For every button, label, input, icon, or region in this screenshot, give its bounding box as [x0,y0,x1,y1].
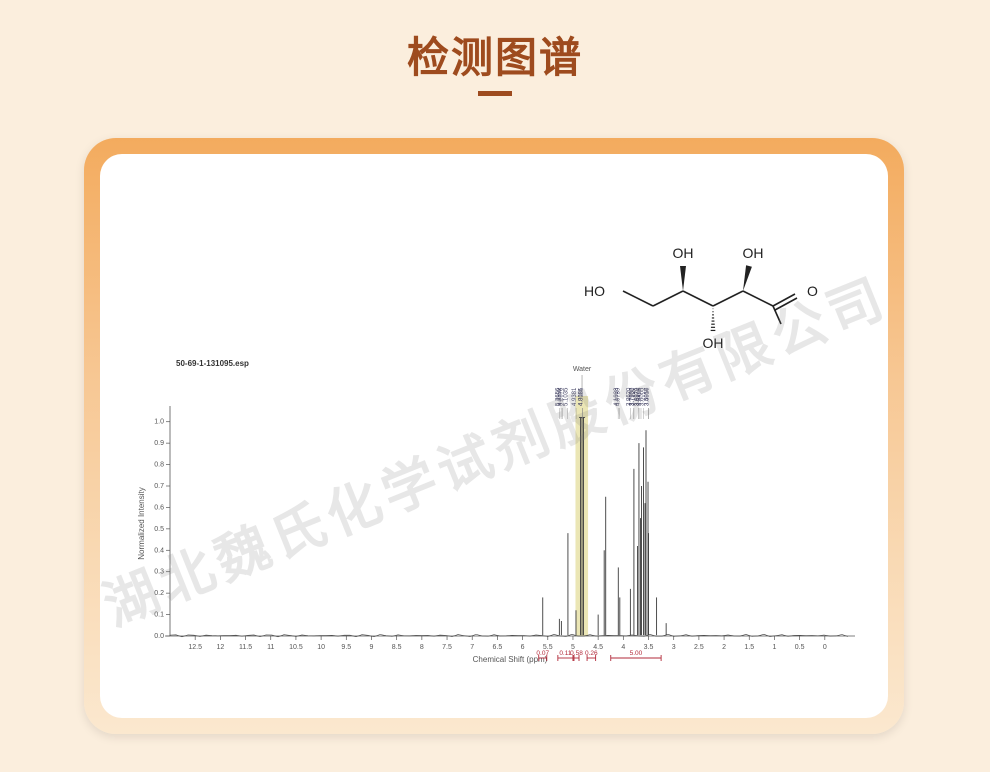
svg-text:8.5: 8.5 [392,644,402,651]
svg-text:0.7: 0.7 [154,483,164,490]
svg-text:0.5: 0.5 [154,526,164,533]
svg-text:OH: OH [673,245,694,261]
svg-text:8: 8 [420,644,424,651]
svg-text:0.2: 0.2 [154,590,164,597]
svg-text:7.5: 7.5 [442,644,452,651]
svg-text:11: 11 [267,644,274,651]
svg-text:HO: HO [584,283,605,299]
title-underline [478,91,512,96]
svg-text:50-69-1-131095.esp: 50-69-1-131095.esp [176,359,249,368]
svg-text:1.5: 1.5 [744,644,754,651]
svg-text:3.4957: 3.4957 [645,387,651,406]
svg-text:4: 4 [621,644,625,651]
svg-text:1.0: 1.0 [154,419,164,426]
svg-text:5.1035: 5.1035 [564,387,570,406]
svg-text:12: 12 [216,644,224,651]
svg-text:6.5: 6.5 [493,644,503,651]
svg-text:0.58: 0.58 [570,650,583,657]
svg-text:O: O [807,283,818,299]
svg-text:0.1: 0.1 [154,612,164,619]
svg-text:10: 10 [317,644,325,651]
svg-text:OH: OH [703,335,724,351]
svg-text:0.9: 0.9 [154,440,164,447]
svg-text:2: 2 [722,644,726,651]
svg-text:4.8081: 4.8081 [579,387,585,406]
svg-text:Normalized Intensity: Normalized Intensity [137,487,146,559]
svg-text:11.5: 11.5 [239,644,252,651]
svg-text:10.5: 10.5 [289,644,303,651]
svg-text:3.5: 3.5 [644,644,654,651]
svg-text:0.0: 0.0 [154,633,164,640]
svg-text:4.0739: 4.0739 [616,387,622,406]
svg-text:4.9381: 4.9381 [572,387,578,406]
svg-text:1: 1 [772,644,776,651]
svg-text:7: 7 [470,644,474,651]
svg-text:6: 6 [521,644,525,651]
svg-text:OH: OH [743,245,764,261]
page-title: 检测图谱 [0,24,990,85]
svg-text:0.3: 0.3 [154,569,164,576]
svg-text:9.5: 9.5 [341,644,351,651]
svg-text:0.8: 0.8 [154,462,164,469]
svg-text:3: 3 [672,644,676,651]
svg-text:5.00: 5.00 [630,650,643,657]
svg-text:12.5: 12.5 [188,644,202,651]
svg-text:9: 9 [370,644,374,651]
svg-text:Water: Water [573,366,592,373]
svg-text:0: 0 [823,644,827,651]
nmr-svg: 0.0 0.1 0.2 0.3 0.4 0.5 0.6 0.7 0.8 0.9 1.0 Normali… [135,196,863,686]
svg-text:0.6: 0.6 [154,504,164,511]
svg-text:0.26: 0.26 [585,650,598,657]
svg-text:0.07: 0.07 [536,650,549,657]
svg-text:2.5: 2.5 [694,644,704,651]
spectrum-plot: 0.0 0.1 0.2 0.3 0.4 0.5 0.6 0.7 0.8 0.9 1.0 Normali… [135,196,863,686]
card-frame: 0.0 0.1 0.2 0.3 0.4 0.5 0.6 0.7 0.8 0.9 1.0 Normali… [84,138,904,734]
card-inner: 0.0 0.1 0.2 0.3 0.4 0.5 0.6 0.7 0.8 0.9 1.0 Normali… [100,154,888,718]
svg-text:0.4: 0.4 [154,547,164,554]
svg-text:0.5: 0.5 [795,644,805,651]
